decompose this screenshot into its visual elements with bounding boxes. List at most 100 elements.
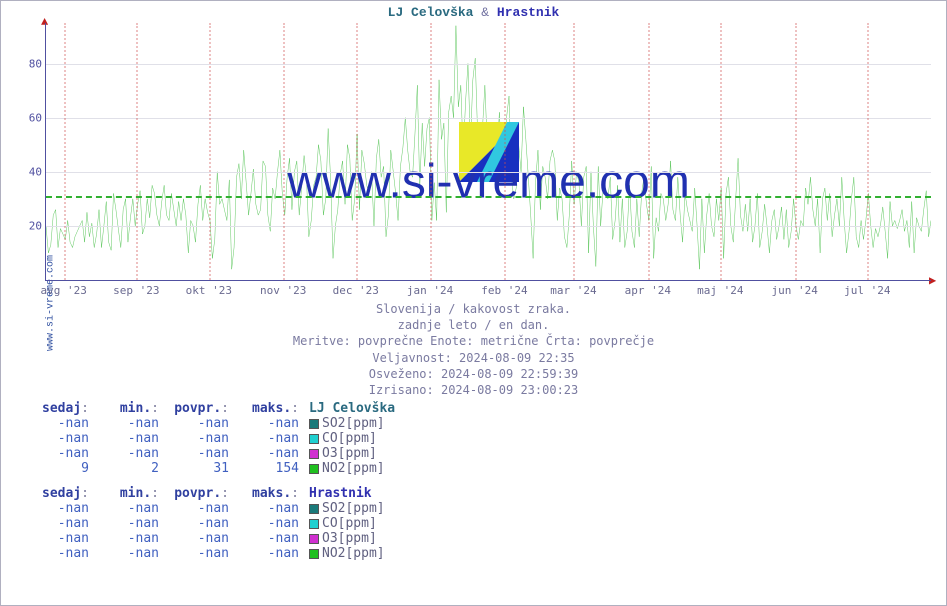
stats-col-header: sedaj: [25, 401, 95, 416]
x-tick-label: okt '23 [186, 280, 232, 297]
y-gridline [46, 172, 931, 173]
y-gridline [46, 118, 931, 119]
stats-value: -nan [235, 501, 305, 516]
stats-value: -nan [95, 546, 165, 561]
x-gridline [430, 23, 432, 280]
stats-value: 154 [235, 461, 305, 476]
stats-value: -nan [95, 516, 165, 531]
stats-col-header: povpr.: [165, 486, 235, 501]
x-gridline [283, 23, 285, 280]
stats-value: -nan [25, 546, 95, 561]
stats-value: -nan [25, 501, 95, 516]
average-line [46, 196, 931, 198]
stats-value: 31 [165, 461, 235, 476]
stats-value: -nan [25, 431, 95, 446]
x-tick-label: jun '24 [772, 280, 818, 297]
stats-value: -nan [25, 531, 95, 546]
x-gridline [356, 23, 358, 280]
y-tick-label: 20 [29, 219, 42, 232]
stats-value: -nan [165, 416, 235, 431]
stats-value: -nan [165, 516, 235, 531]
stats-value: -nan [25, 516, 95, 531]
chart-metadata: Slovenija / kakovost zraka. zadnje leto … [1, 301, 946, 398]
legend-swatch [309, 449, 319, 459]
meta-line-range: zadnje leto / en dan. [1, 317, 946, 333]
title-series-1: LJ Celovška [388, 5, 474, 20]
x-gridline [648, 23, 650, 280]
stats-value: -nan [235, 446, 305, 461]
stats-value: -nan [95, 501, 165, 516]
x-gridline [720, 23, 722, 280]
x-tick-label: jan '24 [407, 280, 453, 297]
stats-location-header: LJ Celovška [305, 401, 401, 416]
stats-col-header: min.: [95, 486, 165, 501]
stats-tables: sedaj:min.:povpr.:maks.:LJ Celovška-nan-… [25, 401, 401, 571]
stats-value: -nan [165, 531, 235, 546]
stats-location-header: Hrastnik [305, 486, 391, 501]
stats-col-header: min.: [95, 401, 165, 416]
title-series-2: Hrastnik [497, 5, 559, 20]
legend-swatch [309, 549, 319, 559]
y-gridline [46, 226, 931, 227]
x-tick-label: sep '23 [113, 280, 159, 297]
stats-value: -nan [95, 531, 165, 546]
stats-col-header: sedaj: [25, 486, 95, 501]
stats-value: -nan [235, 531, 305, 546]
meta-line-settings: Meritve: povprečne Enote: metrične Črta:… [1, 333, 946, 349]
stats-col-header: povpr.: [165, 401, 235, 416]
stats-col-header: maks.: [235, 401, 305, 416]
stats-value: -nan [95, 431, 165, 446]
stats-row-label: CO[ppm] [305, 516, 391, 531]
x-tick-label: jul '24 [844, 280, 890, 297]
stats-row-label: O3[ppm] [305, 446, 401, 461]
y-tick-label: 80 [29, 57, 42, 70]
title-ampersand: & [481, 5, 489, 20]
meta-line-source: Slovenija / kakovost zraka. [1, 301, 946, 317]
x-gridline [64, 23, 66, 280]
x-tick-label: nov '23 [260, 280, 306, 297]
stats-row-label: SO2[ppm] [305, 416, 401, 431]
stats-value: -nan [235, 546, 305, 561]
stats-col-header: maks.: [235, 486, 305, 501]
stats-value: -nan [25, 416, 95, 431]
meta-line-validity: Veljavnost: 2024-08-09 22:35 [1, 350, 946, 366]
stats-value: -nan [95, 446, 165, 461]
stats-value: -nan [235, 431, 305, 446]
legend-swatch [309, 464, 319, 474]
y-tick-label: 60 [29, 111, 42, 124]
y-tick-label: 40 [29, 165, 42, 178]
stats-value: -nan [165, 446, 235, 461]
x-gridline [795, 23, 797, 280]
stats-row-label: SO2[ppm] [305, 501, 391, 516]
chart-title: LJ Celovška & Hrastnik [1, 1, 946, 20]
meta-line-drawn: Izrisano: 2024-08-09 23:00:23 [1, 382, 946, 398]
stats-value: -nan [235, 416, 305, 431]
stats-table: sedaj:min.:povpr.:maks.:Hrastnik-nan-nan… [25, 486, 391, 561]
stats-value: 9 [25, 461, 95, 476]
stats-value: -nan [165, 431, 235, 446]
stats-row-label: O3[ppm] [305, 531, 391, 546]
x-gridline [136, 23, 138, 280]
x-gridline [504, 23, 506, 280]
legend-swatch [309, 434, 319, 444]
meta-line-refreshed: Osveženo: 2024-08-09 22:59:39 [1, 366, 946, 382]
x-gridline [867, 23, 869, 280]
x-tick-label: mar '24 [550, 280, 596, 297]
stats-row-label: CO[ppm] [305, 431, 401, 446]
stats-row-label: NO2[ppm] [305, 546, 391, 561]
stats-row-label: NO2[ppm] [305, 461, 401, 476]
x-tick-label: maj '24 [697, 280, 743, 297]
x-tick-label: dec '23 [333, 280, 379, 297]
legend-swatch [309, 419, 319, 429]
x-tick-label: apr '24 [625, 280, 671, 297]
stats-value: -nan [165, 501, 235, 516]
stats-value: -nan [235, 516, 305, 531]
stats-value: -nan [25, 446, 95, 461]
stats-value: -nan [95, 416, 165, 431]
chart-plot-area: www.si-vreme.com 20406080avg '23sep '23o… [45, 23, 931, 281]
x-gridline [573, 23, 575, 280]
x-tick-label: feb '24 [481, 280, 527, 297]
x-gridline [209, 23, 211, 280]
x-tick-label: avg '23 [41, 280, 87, 297]
legend-swatch [309, 504, 319, 514]
